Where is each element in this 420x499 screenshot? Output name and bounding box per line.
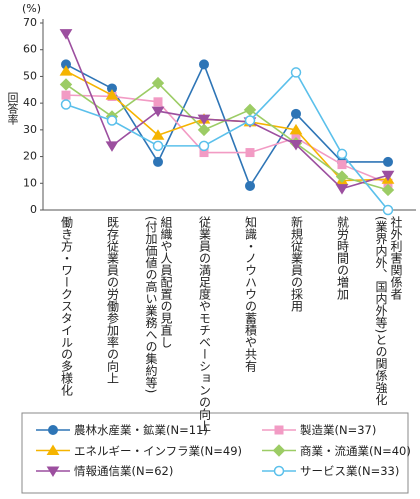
legend-label: 農林水産業・鉱業(N=11) <box>74 423 208 437</box>
marker <box>152 140 164 152</box>
marker <box>381 170 395 182</box>
marker <box>151 106 165 118</box>
marker <box>245 148 255 158</box>
marker <box>245 180 255 191</box>
marker <box>289 140 303 151</box>
y-tick-label: 30 <box>23 123 37 136</box>
series <box>60 67 394 216</box>
marker <box>105 89 119 100</box>
x-tick-label: 働き方・ワークスタイルの多様化 <box>59 216 74 396</box>
y-tick-label: 60 <box>23 43 37 56</box>
marker <box>335 184 349 195</box>
marker <box>153 97 163 107</box>
x-tick-label: 知識・ノウハウの蓄積や共有 <box>243 216 258 372</box>
marker <box>59 65 73 76</box>
series-line <box>65 62 388 188</box>
marker <box>153 156 163 167</box>
legend-label: 製造業(N=37) <box>300 423 377 437</box>
marker <box>382 204 394 216</box>
marker <box>335 170 349 183</box>
y-tick-label: 10 <box>23 176 37 189</box>
y-tick-label: 50 <box>23 69 37 82</box>
marker <box>151 76 165 90</box>
y-unit: (%) <box>22 2 41 15</box>
marker <box>59 78 73 91</box>
marker <box>198 140 210 152</box>
marker <box>336 148 348 160</box>
x-tick-label: 新規従業員の採用 <box>289 216 304 312</box>
legend-label: エネルギー・インフラ業(N=49) <box>74 443 242 458</box>
x-tick-label: 既存従業員の労働参加率の向上 <box>105 216 120 384</box>
legend-box <box>21 412 409 494</box>
marker <box>151 129 165 140</box>
series-line <box>65 33 389 190</box>
marker <box>59 29 73 40</box>
marker <box>197 114 211 126</box>
marker <box>290 67 302 78</box>
marker <box>199 59 209 70</box>
marker <box>244 115 256 126</box>
y-tick-label: 70 <box>23 16 37 29</box>
legend-label: 商業・流通業(N=40) <box>300 443 411 458</box>
y-tick-label: 20 <box>23 150 37 163</box>
marker <box>61 90 71 100</box>
marker <box>289 123 303 135</box>
y-tick-label: 0 <box>30 203 37 216</box>
legend-label: 情報通信業(N=62) <box>74 464 174 478</box>
marker <box>197 123 211 137</box>
x-tick-label: 社外利害関係者 (業界内外、国内外等)との関係強化 <box>374 216 403 406</box>
marker <box>381 183 395 197</box>
marker <box>46 444 60 455</box>
marker <box>272 444 286 457</box>
y-axis-label: 回答率 <box>6 92 19 125</box>
marker <box>243 103 257 117</box>
marker <box>105 141 119 152</box>
x-tick-label: 従業員の満足度やモチベーションの向上 <box>197 216 212 432</box>
series-line <box>65 94 389 185</box>
marker <box>291 108 301 119</box>
y-tick-label: 40 <box>23 96 37 109</box>
x-tick-label: 組織や人員配置の見直し (付加価値の高い業務への集約等) <box>144 216 173 394</box>
marker <box>337 160 347 170</box>
legend-label: サービス業(N=33) <box>300 464 400 478</box>
marker <box>273 465 285 477</box>
x-tick-label: 就労時間の増加 <box>335 216 350 300</box>
marker <box>48 425 58 435</box>
series-line <box>65 71 389 211</box>
marker <box>60 99 72 110</box>
marker <box>274 425 284 435</box>
marker <box>106 115 118 126</box>
marker <box>46 466 60 477</box>
series <box>59 29 395 195</box>
marker <box>383 156 393 167</box>
